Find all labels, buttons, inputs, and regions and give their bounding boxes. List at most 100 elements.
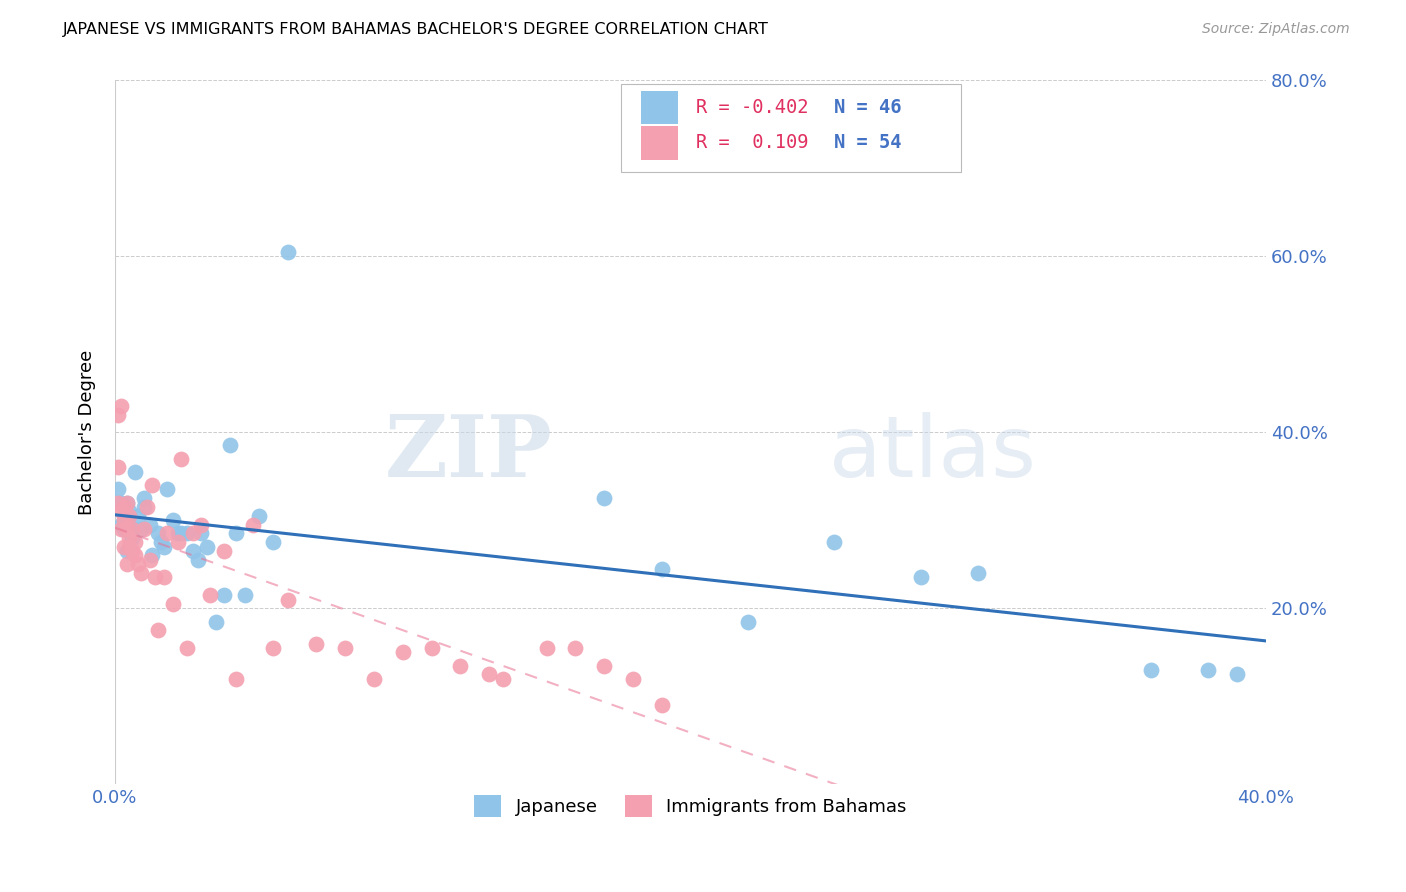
Point — [132, 522, 155, 536]
Point — [167, 526, 190, 541]
Point — [363, 672, 385, 686]
Point — [107, 483, 129, 497]
Point — [492, 672, 515, 686]
Point — [112, 540, 135, 554]
Point — [110, 496, 132, 510]
Point — [112, 513, 135, 527]
Point — [181, 526, 204, 541]
Point — [150, 535, 173, 549]
Point — [141, 549, 163, 563]
Point — [198, 588, 221, 602]
Point — [564, 640, 586, 655]
Point — [823, 535, 845, 549]
Point — [187, 553, 209, 567]
Point — [112, 513, 135, 527]
FancyBboxPatch shape — [641, 126, 678, 160]
Point — [127, 508, 149, 523]
Point — [242, 517, 264, 532]
Point — [170, 526, 193, 541]
Point — [190, 517, 212, 532]
Point — [162, 513, 184, 527]
Point — [247, 508, 270, 523]
Point — [148, 526, 170, 541]
Point — [593, 658, 616, 673]
Text: ZIP: ZIP — [385, 411, 553, 495]
Point — [176, 640, 198, 655]
Point — [225, 526, 247, 541]
Point — [148, 624, 170, 638]
Point — [121, 544, 143, 558]
Point — [124, 535, 146, 549]
Point — [1197, 663, 1219, 677]
Point — [651, 562, 673, 576]
Point — [214, 544, 236, 558]
Text: Source: ZipAtlas.com: Source: ZipAtlas.com — [1202, 22, 1350, 37]
Text: N = 46: N = 46 — [834, 98, 901, 117]
Point — [967, 566, 990, 580]
Point — [118, 540, 141, 554]
Point — [110, 399, 132, 413]
Point — [110, 522, 132, 536]
Point — [277, 244, 299, 259]
Point — [176, 526, 198, 541]
Point — [737, 615, 759, 629]
Point — [335, 640, 357, 655]
Point — [143, 570, 166, 584]
Point — [132, 491, 155, 506]
Point — [121, 522, 143, 536]
Point — [112, 500, 135, 514]
Point — [1140, 663, 1163, 677]
Point — [110, 517, 132, 532]
Point — [162, 597, 184, 611]
Point — [181, 544, 204, 558]
Point — [115, 496, 138, 510]
Point — [233, 588, 256, 602]
Y-axis label: Bachelor's Degree: Bachelor's Degree — [79, 350, 96, 515]
Point — [910, 570, 932, 584]
Point — [305, 636, 328, 650]
Text: R = -0.402: R = -0.402 — [696, 98, 808, 117]
Point — [190, 526, 212, 541]
Point — [262, 640, 284, 655]
Point — [124, 549, 146, 563]
Point — [127, 558, 149, 572]
Point — [156, 483, 179, 497]
Point — [536, 640, 558, 655]
Text: atlas: atlas — [828, 412, 1036, 495]
Point — [115, 522, 138, 536]
Point — [118, 531, 141, 545]
Point — [129, 522, 152, 536]
FancyBboxPatch shape — [621, 84, 960, 171]
Point — [651, 698, 673, 713]
Point — [118, 517, 141, 532]
Point — [195, 540, 218, 554]
Point — [204, 615, 226, 629]
Point — [115, 544, 138, 558]
Point — [107, 460, 129, 475]
Point — [156, 526, 179, 541]
Legend: Japanese, Immigrants from Bahamas: Japanese, Immigrants from Bahamas — [467, 789, 914, 825]
Point — [138, 553, 160, 567]
Point — [153, 540, 176, 554]
Point — [141, 478, 163, 492]
Point — [262, 535, 284, 549]
Point — [277, 592, 299, 607]
Point — [115, 496, 138, 510]
Point — [449, 658, 471, 673]
Point — [124, 465, 146, 479]
Point — [219, 438, 242, 452]
Point — [112, 522, 135, 536]
Text: JAPANESE VS IMMIGRANTS FROM BAHAMAS BACHELOR'S DEGREE CORRELATION CHART: JAPANESE VS IMMIGRANTS FROM BAHAMAS BACH… — [63, 22, 769, 37]
Point — [110, 504, 132, 518]
Text: N = 54: N = 54 — [834, 133, 901, 153]
Point — [420, 640, 443, 655]
Point — [153, 570, 176, 584]
Point — [107, 496, 129, 510]
Point — [167, 535, 190, 549]
Point — [1226, 667, 1249, 681]
FancyBboxPatch shape — [641, 91, 678, 124]
Point — [115, 558, 138, 572]
Point — [121, 531, 143, 545]
Point — [118, 508, 141, 523]
Text: R =  0.109: R = 0.109 — [696, 133, 808, 153]
